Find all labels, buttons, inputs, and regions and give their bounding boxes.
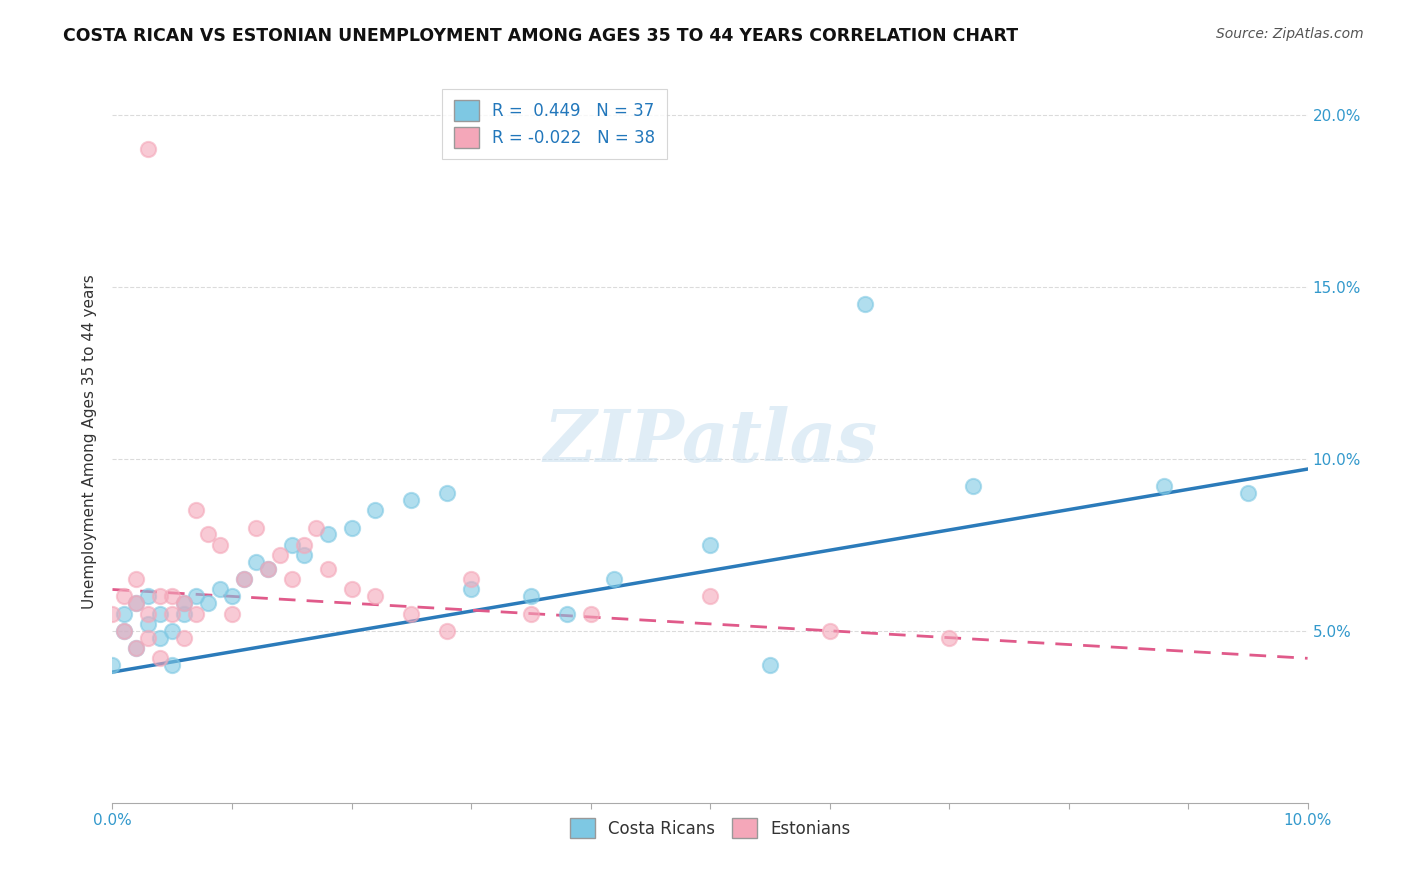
Point bbox=[149, 631, 172, 645]
Point bbox=[245, 555, 267, 569]
Point bbox=[269, 548, 291, 562]
Point bbox=[125, 596, 148, 610]
Point bbox=[1153, 479, 1175, 493]
Point bbox=[149, 590, 172, 604]
Point bbox=[221, 607, 243, 621]
Point bbox=[233, 572, 256, 586]
Point bbox=[1237, 486, 1260, 500]
Point bbox=[292, 548, 315, 562]
Point bbox=[138, 607, 160, 621]
Text: COSTA RICAN VS ESTONIAN UNEMPLOYMENT AMONG AGES 35 TO 44 YEARS CORRELATION CHART: COSTA RICAN VS ESTONIAN UNEMPLOYMENT AMO… bbox=[63, 27, 1018, 45]
Point bbox=[436, 486, 458, 500]
Point bbox=[221, 590, 243, 604]
Point bbox=[125, 572, 148, 586]
Point bbox=[173, 631, 195, 645]
Point bbox=[114, 607, 135, 621]
Point bbox=[101, 607, 124, 621]
Point bbox=[699, 590, 721, 604]
Point bbox=[173, 596, 195, 610]
Point bbox=[125, 596, 148, 610]
Point bbox=[364, 503, 387, 517]
Point bbox=[186, 590, 208, 604]
Point bbox=[197, 527, 219, 541]
Point bbox=[186, 607, 208, 621]
Point bbox=[316, 562, 339, 576]
Point bbox=[162, 658, 183, 673]
Point bbox=[125, 640, 148, 655]
Point bbox=[340, 582, 363, 597]
Point bbox=[962, 479, 984, 493]
Point bbox=[138, 142, 160, 156]
Point bbox=[281, 572, 304, 586]
Point bbox=[138, 631, 160, 645]
Point bbox=[305, 520, 328, 534]
Point bbox=[186, 503, 208, 517]
Point bbox=[460, 582, 482, 597]
Point bbox=[938, 631, 960, 645]
Text: Source: ZipAtlas.com: Source: ZipAtlas.com bbox=[1216, 27, 1364, 41]
Point bbox=[855, 297, 877, 311]
Point bbox=[162, 624, 183, 638]
Point bbox=[197, 596, 219, 610]
Point bbox=[401, 493, 423, 508]
Legend: Costa Ricans, Estonians: Costa Ricans, Estonians bbox=[562, 812, 858, 845]
Point bbox=[257, 562, 280, 576]
Point bbox=[209, 582, 232, 597]
Point bbox=[114, 624, 135, 638]
Point bbox=[460, 572, 482, 586]
Point bbox=[579, 607, 602, 621]
Point bbox=[436, 624, 458, 638]
Point bbox=[257, 562, 280, 576]
Text: ZIPatlas: ZIPatlas bbox=[543, 406, 877, 477]
Point bbox=[125, 640, 148, 655]
Point bbox=[138, 590, 160, 604]
Point bbox=[114, 624, 135, 638]
Point bbox=[162, 607, 183, 621]
Y-axis label: Unemployment Among Ages 35 to 44 years: Unemployment Among Ages 35 to 44 years bbox=[82, 274, 97, 609]
Point bbox=[292, 538, 315, 552]
Point bbox=[173, 607, 195, 621]
Point bbox=[340, 520, 363, 534]
Point bbox=[173, 596, 195, 610]
Point bbox=[245, 520, 267, 534]
Point bbox=[149, 607, 172, 621]
Point bbox=[114, 590, 135, 604]
Point bbox=[138, 616, 160, 631]
Point bbox=[759, 658, 782, 673]
Point bbox=[401, 607, 423, 621]
Point bbox=[520, 590, 543, 604]
Point bbox=[162, 590, 183, 604]
Point bbox=[364, 590, 387, 604]
Point bbox=[149, 651, 172, 665]
Point bbox=[603, 572, 626, 586]
Point bbox=[818, 624, 841, 638]
Point bbox=[699, 538, 721, 552]
Point bbox=[316, 527, 339, 541]
Point bbox=[101, 658, 124, 673]
Point bbox=[209, 538, 232, 552]
Point bbox=[233, 572, 256, 586]
Point bbox=[555, 607, 578, 621]
Point bbox=[520, 607, 543, 621]
Point bbox=[281, 538, 304, 552]
